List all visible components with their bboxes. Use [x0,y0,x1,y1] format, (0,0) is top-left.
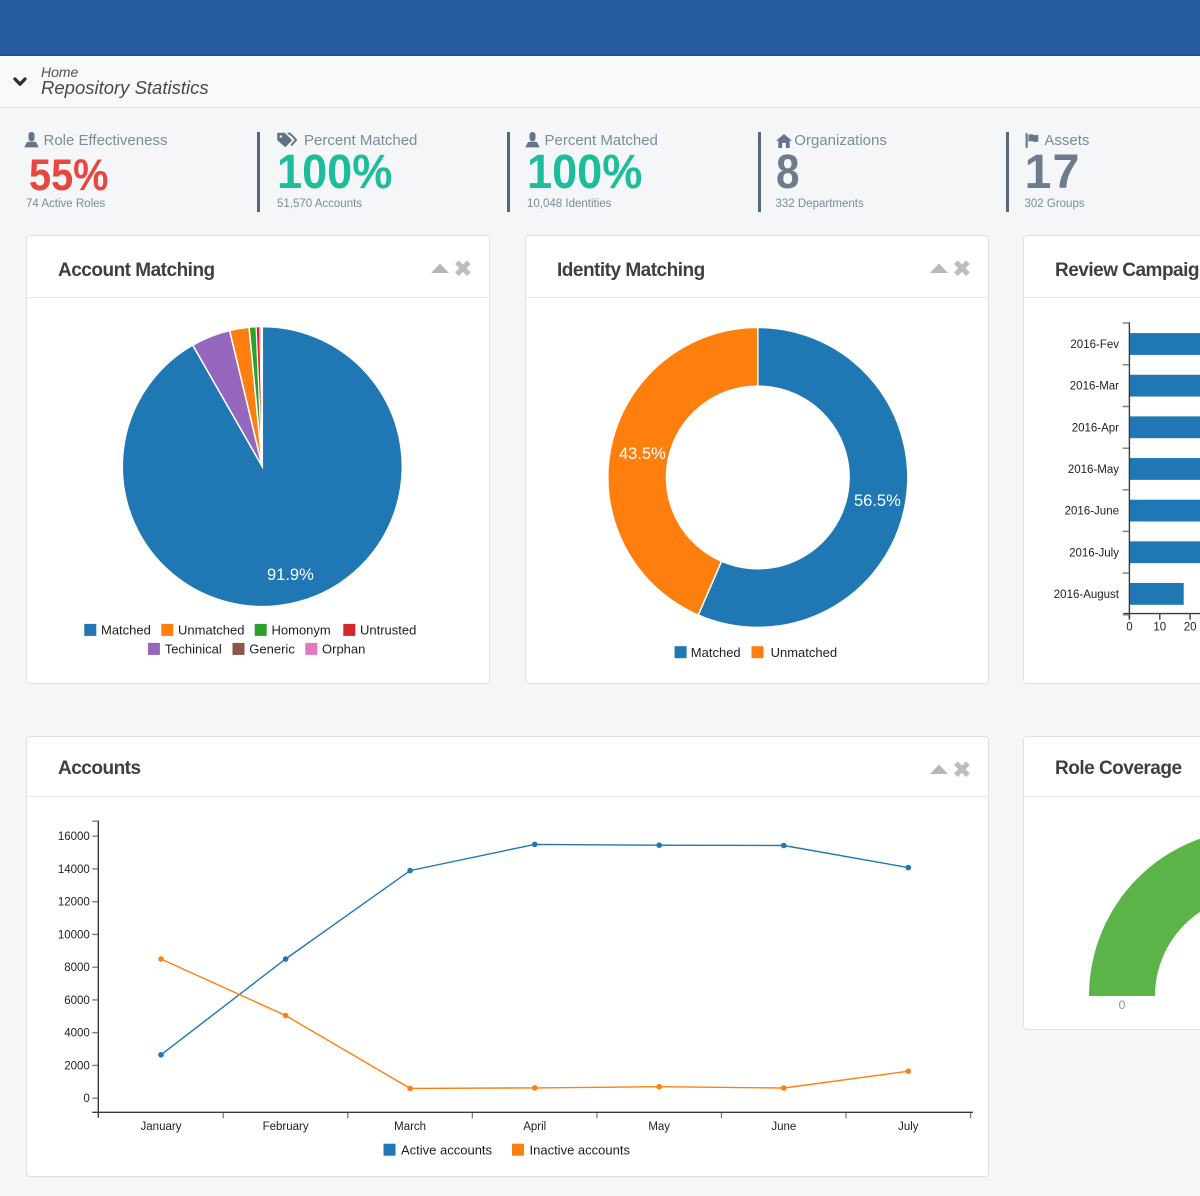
svg-text:4000: 4000 [64,1028,90,1040]
svg-text:20: 20 [1184,622,1197,634]
svg-text:2016-June: 2016-June [1065,506,1119,518]
svg-text:16000: 16000 [58,831,90,843]
svg-text:Active accounts: Active accounts [401,1142,493,1157]
svg-text:Homonym: Homonym [272,623,331,638]
svg-text:Unmatched: Unmatched [771,645,837,660]
svg-text:July: July [898,1121,919,1133]
svg-text:2016-August: 2016-August [1054,589,1120,601]
svg-text:Orphan: Orphan [322,642,365,657]
svg-text:May: May [648,1121,670,1133]
svg-text:Matched: Matched [691,645,741,660]
svg-text:10: 10 [1153,622,1166,634]
svg-text:Unmatched: Unmatched [178,623,244,638]
svg-text:Inactive accounts: Inactive accounts [530,1142,631,1157]
svg-text:Untrusted: Untrusted [360,623,416,638]
svg-text:Techinical: Techinical [165,642,222,657]
svg-text:91.9%: 91.9% [267,566,314,584]
svg-text:June: June [771,1121,796,1133]
svg-text:2016-May: 2016-May [1068,464,1119,476]
svg-text:February: February [263,1121,309,1133]
svg-text:14000: 14000 [58,864,90,876]
svg-text:0: 0 [1119,998,1126,1012]
svg-text:10000: 10000 [58,929,90,941]
svg-text:2016-Fev: 2016-Fev [1070,339,1119,351]
svg-text:2016-Apr: 2016-Apr [1072,422,1119,434]
svg-text:0: 0 [1126,622,1132,634]
svg-text:Matched: Matched [101,623,151,638]
svg-text:43.5%: 43.5% [619,445,666,463]
svg-text:April: April [523,1121,546,1133]
svg-text:56.5%: 56.5% [854,492,901,510]
svg-text:2016-Mar: 2016-Mar [1070,381,1119,393]
svg-text:12000: 12000 [58,897,90,909]
svg-text:Generic: Generic [249,642,295,657]
svg-text:6000: 6000 [64,995,90,1007]
svg-text:0: 0 [83,1093,89,1105]
svg-text:2016-July: 2016-July [1069,547,1119,559]
svg-text:January: January [141,1121,182,1133]
svg-text:2000: 2000 [64,1060,90,1072]
svg-text:8000: 8000 [64,962,90,974]
svg-text:March: March [394,1121,426,1133]
